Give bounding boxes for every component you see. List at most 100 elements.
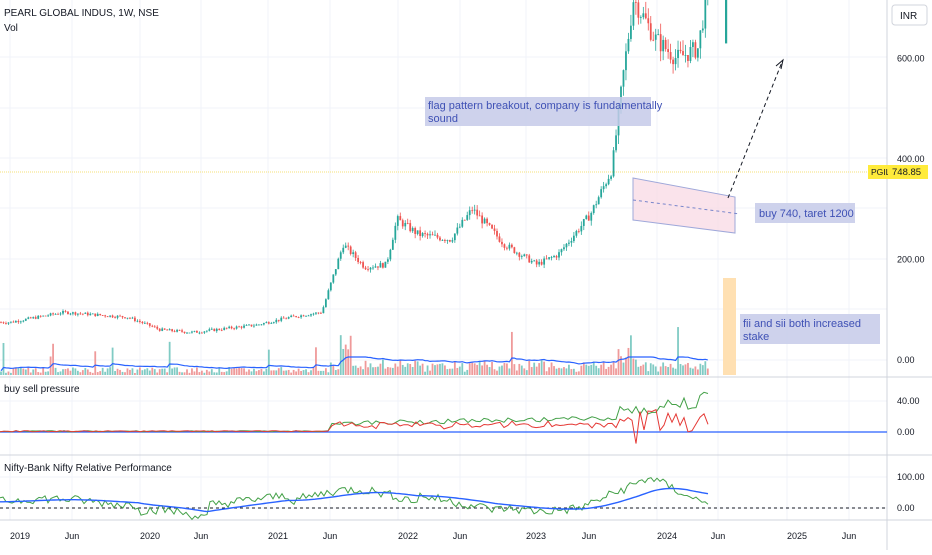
candle-body — [689, 46, 692, 61]
candle-body — [183, 331, 186, 333]
candle-body — [414, 227, 417, 234]
volume-bar — [64, 369, 67, 375]
pane2-tick-label: 0.00 — [897, 427, 915, 437]
volume-bar — [379, 363, 382, 375]
volume-bar — [396, 366, 399, 375]
volume-bar — [104, 371, 107, 375]
volume-bar — [106, 368, 109, 375]
candle-body — [508, 244, 511, 249]
volume-bar — [295, 371, 298, 375]
candle-body — [587, 215, 590, 221]
volume-bar — [649, 363, 652, 375]
volume-bar — [506, 363, 508, 375]
volume-bar — [548, 367, 550, 375]
candle-body — [47, 315, 50, 317]
candle-body — [582, 219, 585, 226]
candle-body — [166, 329, 169, 331]
volume-bars — [0, 327, 709, 375]
volume-bar — [213, 372, 216, 375]
volume-bar — [250, 371, 253, 375]
candle-body — [327, 290, 330, 300]
candle-body — [129, 317, 131, 319]
note1-box[interactable] — [425, 97, 651, 126]
candle-body — [200, 332, 203, 334]
candle-body — [622, 70, 625, 87]
candle-body — [458, 226, 461, 228]
volume-bar — [461, 363, 464, 375]
candle-body — [372, 267, 374, 269]
volume-bar — [317, 370, 320, 375]
volume-bar — [86, 369, 89, 375]
candle-body — [347, 245, 350, 247]
candle-body — [664, 39, 667, 50]
volume-bar — [644, 362, 647, 375]
candle-body — [466, 215, 469, 220]
volume-bar — [434, 365, 436, 375]
candle-body — [84, 312, 87, 314]
note2-box[interactable] — [755, 203, 855, 223]
volume-bar — [171, 368, 174, 375]
volume-bar — [52, 343, 54, 375]
candle-body — [134, 317, 136, 322]
candle-body — [649, 23, 652, 40]
volume-bar — [622, 362, 625, 375]
volume-bar — [600, 364, 603, 375]
volume-bar — [538, 363, 541, 375]
candle-body — [228, 326, 231, 329]
currency-button[interactable] — [891, 4, 928, 26]
candle-body — [605, 184, 608, 187]
candle-body — [62, 310, 64, 314]
candle-body — [161, 328, 164, 331]
note2-text: buy 740, taret 1200 — [759, 208, 854, 220]
volume-bar — [476, 364, 479, 375]
pane3-tick-label: 0.00 — [897, 503, 915, 513]
volume-bar — [225, 371, 228, 375]
flag-channel — [632, 177, 736, 234]
volume-bar — [682, 365, 684, 375]
candle-body — [285, 318, 288, 320]
breakout-candle — [725, 0, 728, 44]
candle-body — [233, 328, 236, 330]
volume-bar — [679, 364, 682, 375]
candle-body — [627, 38, 630, 52]
candle-body — [592, 205, 595, 213]
candle-body — [188, 332, 191, 334]
volume-bar — [503, 363, 506, 375]
candle-body — [250, 324, 253, 327]
candle-body — [153, 326, 156, 328]
time-tick-label: Jun — [842, 531, 857, 541]
candle-body — [191, 331, 193, 333]
volume-bar — [138, 367, 141, 375]
volume-bar — [354, 365, 357, 375]
volume-bar — [116, 368, 119, 375]
volume-bar — [694, 366, 697, 375]
volume-bar — [27, 367, 30, 375]
candle-body — [647, 18, 650, 24]
candle-body — [5, 323, 7, 324]
volume-bar — [186, 369, 188, 375]
candle-body — [436, 234, 439, 238]
volume-bar — [533, 362, 536, 375]
candle-body — [476, 209, 479, 216]
volume-bar — [401, 364, 404, 375]
candle-body — [672, 59, 674, 65]
volume-bar — [57, 372, 59, 375]
candle-body — [205, 330, 208, 332]
candle-body — [501, 241, 503, 245]
candle-body — [369, 267, 372, 270]
volume-bar — [146, 368, 149, 375]
volume-bar — [166, 372, 169, 375]
volume-bar — [654, 366, 657, 375]
candle-body — [248, 324, 250, 326]
volume-bar — [424, 371, 426, 375]
candle-body — [498, 236, 501, 242]
volume-bar — [332, 365, 335, 375]
volume-bar — [287, 369, 290, 375]
pane3-title: Nifty-Bank Nifty Relative Performance — [4, 463, 172, 474]
note3-box[interactable] — [740, 314, 880, 344]
candle-body — [615, 135, 617, 151]
volume-bar — [501, 365, 503, 375]
volume-bar — [508, 368, 511, 375]
